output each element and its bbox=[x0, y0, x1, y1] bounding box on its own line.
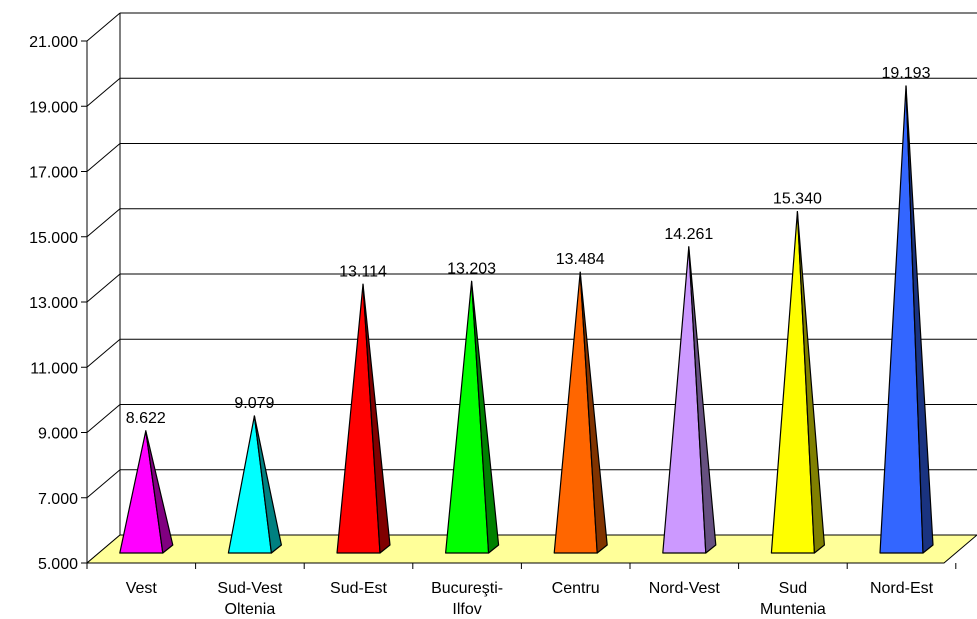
chart-axes: 5.000 7.000 9.000 11.000 13.000 15.000 17.000 1… bbox=[29, 13, 957, 573]
pyramid-bar bbox=[119, 430, 174, 554]
pyramid-side-face bbox=[579, 271, 608, 554]
pyramid-bar bbox=[553, 271, 608, 554]
side-wall-gridline bbox=[86, 208, 121, 238]
y-tick-label: 15.000 bbox=[29, 230, 78, 247]
side-wall-gridline bbox=[86, 12, 121, 42]
pyramid-bar bbox=[770, 211, 826, 554]
data-label: 14.261 bbox=[664, 226, 713, 243]
pyramid-bar bbox=[662, 246, 717, 554]
x-category-label: Ilfov bbox=[452, 601, 481, 618]
y-tick-label: 21.000 bbox=[29, 34, 78, 51]
x-category-label: Sud bbox=[779, 580, 807, 597]
y-tick-label: 13.000 bbox=[29, 295, 78, 312]
pyramid-bar bbox=[879, 85, 934, 554]
chart-floor-plane bbox=[85, 534, 977, 564]
side-wall-gridline bbox=[86, 404, 121, 433]
x-category-label: Bucureşti- bbox=[431, 580, 503, 597]
data-label: 19.193 bbox=[882, 65, 931, 82]
pyramid-side-face bbox=[796, 211, 826, 554]
chart-grid bbox=[86, 12, 977, 564]
x-category-label: Muntenia bbox=[760, 601, 826, 618]
side-wall-gridline bbox=[86, 469, 121, 499]
pyramid-side-face bbox=[362, 283, 391, 554]
pyramid-side-face bbox=[471, 280, 500, 554]
x-category-label: Nord-Vest bbox=[649, 580, 721, 597]
side-wall-gridline bbox=[86, 143, 121, 172]
pyramid-side-face bbox=[905, 85, 934, 554]
y-tick-label: 11.000 bbox=[30, 360, 78, 377]
x-category-label: Centru bbox=[552, 580, 600, 597]
y-tick-label: 19.000 bbox=[29, 99, 78, 116]
data-label: 13.114 bbox=[339, 263, 387, 280]
y-tick-label: 7.000 bbox=[38, 491, 78, 508]
chart-labels: 8.622 Vest 9.079 Sud-Vest Oltenia 13.114 Sud-E… bbox=[126, 65, 934, 618]
pyramid-bar bbox=[445, 280, 500, 554]
y-tick-label: 5.000 bbox=[38, 556, 78, 573]
x-category-label: Sud-Vest bbox=[217, 580, 282, 597]
x-category-label: Oltenia bbox=[225, 601, 276, 618]
pyramid-side-face bbox=[253, 415, 282, 554]
data-label: 8.622 bbox=[126, 410, 166, 427]
side-wall-gridline bbox=[86, 338, 121, 368]
y-tick-label: 9.000 bbox=[38, 426, 78, 443]
x-category-label: Nord-Est bbox=[870, 580, 934, 597]
y-tick-label: 17.000 bbox=[29, 165, 78, 182]
data-label: 13.203 bbox=[447, 260, 496, 277]
pyramid-side-face bbox=[145, 430, 174, 554]
pyramid-bar bbox=[227, 415, 282, 554]
chart-floor bbox=[85, 534, 977, 564]
data-label: 13.484 bbox=[556, 251, 605, 268]
side-wall-gridline bbox=[86, 273, 121, 303]
side-wall-gridline bbox=[86, 77, 121, 107]
data-label: 9.079 bbox=[234, 395, 274, 412]
data-label: 15.340 bbox=[773, 191, 822, 208]
pyramid-bar bbox=[336, 283, 391, 554]
pyramid-side-face bbox=[688, 246, 717, 554]
x-category-label: Vest bbox=[126, 580, 158, 597]
chart-bars bbox=[119, 85, 934, 554]
x-category-label: Sud-Est bbox=[330, 580, 387, 597]
